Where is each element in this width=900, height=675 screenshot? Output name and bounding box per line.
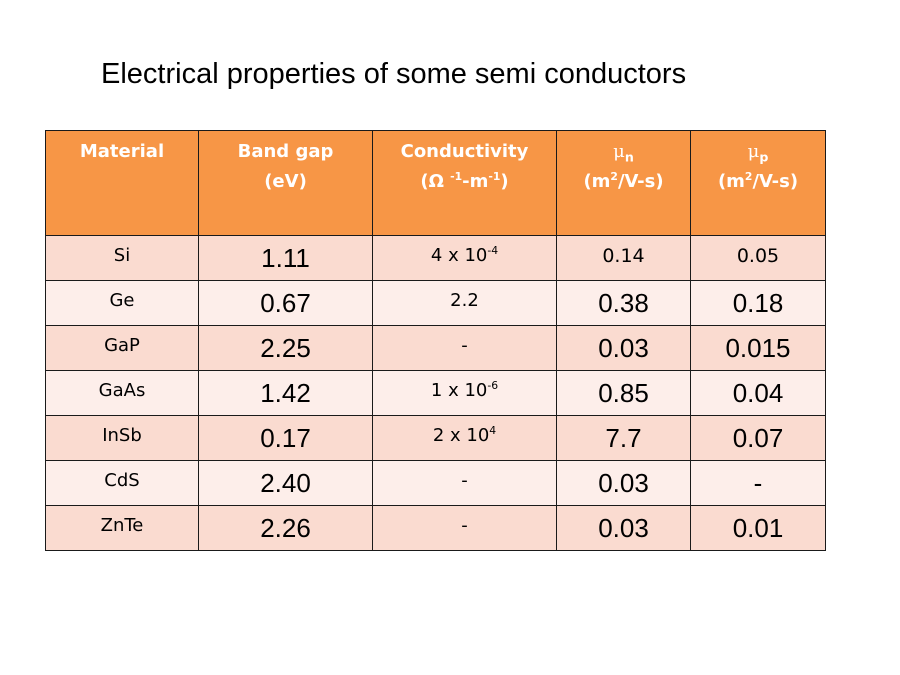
cell-mu-n: 0.03 [556,325,691,371]
cell-material: GaAs [45,370,199,416]
cell-conductivity: 4 x 10-4 [372,235,557,281]
cell-mu-n: 0.03 [556,505,691,551]
header-material: Material [45,130,199,236]
header-hole-mobility: μp (m2/V-s) [690,130,826,236]
header-conductivity: Conductivity (Ω -1-m-1) [372,130,557,236]
cell-band-gap: 0.67 [198,280,373,326]
cell-mu-n: 0.14 [556,235,691,281]
cell-conductivity: 1 x 10-6 [372,370,557,416]
cell-conductivity: - [372,325,557,371]
table-row: GaAs 1.42 1 x 10-6 0.85 0.04 [45,370,826,416]
cell-band-gap: 2.25 [198,325,373,371]
mobility-unit: (m2/V-s) [717,170,799,192]
table-row: Si 1.11 4 x 10-4 0.14 0.05 [45,235,826,281]
cell-mu-n: 7.7 [556,415,691,461]
cell-mu-p: 0.18 [690,280,826,326]
header-electron-mobility: μn (m2/V-s) [556,130,691,236]
cell-mu-n: 0.03 [556,460,691,506]
cell-conductivity: 2.2 [372,280,557,326]
header-band-gap: Band gap (eV) [198,130,373,236]
cell-material: Ge [45,280,199,326]
mu-p-symbol: μp [747,141,769,165]
cell-band-gap: 1.42 [198,370,373,416]
cell-mu-p: 0.015 [690,325,826,371]
mu-n-symbol: μn [613,141,634,165]
table-row: Ge 0.67 2.2 0.38 0.18 [45,280,826,326]
cell-band-gap: 2.26 [198,505,373,551]
cell-conductivity: - [372,505,557,551]
cell-mu-p: 0.04 [690,370,826,416]
cell-band-gap: 0.17 [198,415,373,461]
cell-mu-n: 0.85 [556,370,691,416]
cell-material: Si [45,235,199,281]
cell-conductivity: 2 x 104 [372,415,557,461]
slide-title: Electrical properties of some semi condu… [101,58,687,90]
header-row: Material Band gap (eV) Conductivity (Ω -… [45,130,826,236]
table-row: ZnTe 2.26 - 0.03 0.01 [45,505,826,551]
semiconductor-properties-table: Material Band gap (eV) Conductivity (Ω -… [45,130,826,551]
cell-mu-p: 0.07 [690,415,826,461]
cell-band-gap: 2.40 [198,460,373,506]
cell-mu-p: 0.05 [690,235,826,281]
cell-mu-p: 0.01 [690,505,826,551]
table-row: GaP 2.25 - 0.03 0.015 [45,325,826,371]
table-row: CdS 2.40 - 0.03 - [45,460,826,506]
cell-mu-n: 0.38 [556,280,691,326]
cell-material: CdS [45,460,199,506]
cell-band-gap: 1.11 [198,235,373,281]
mobility-unit: (m2/V-s) [583,170,664,192]
table-row: InSb 0.17 2 x 104 7.7 0.07 [45,415,826,461]
conductivity-unit: (Ω -1-m-1) [420,170,509,192]
cell-mu-p: - [690,460,826,506]
cell-material: GaP [45,325,199,371]
cell-material: ZnTe [45,505,199,551]
cell-material: InSb [45,415,199,461]
cell-conductivity: - [372,460,557,506]
